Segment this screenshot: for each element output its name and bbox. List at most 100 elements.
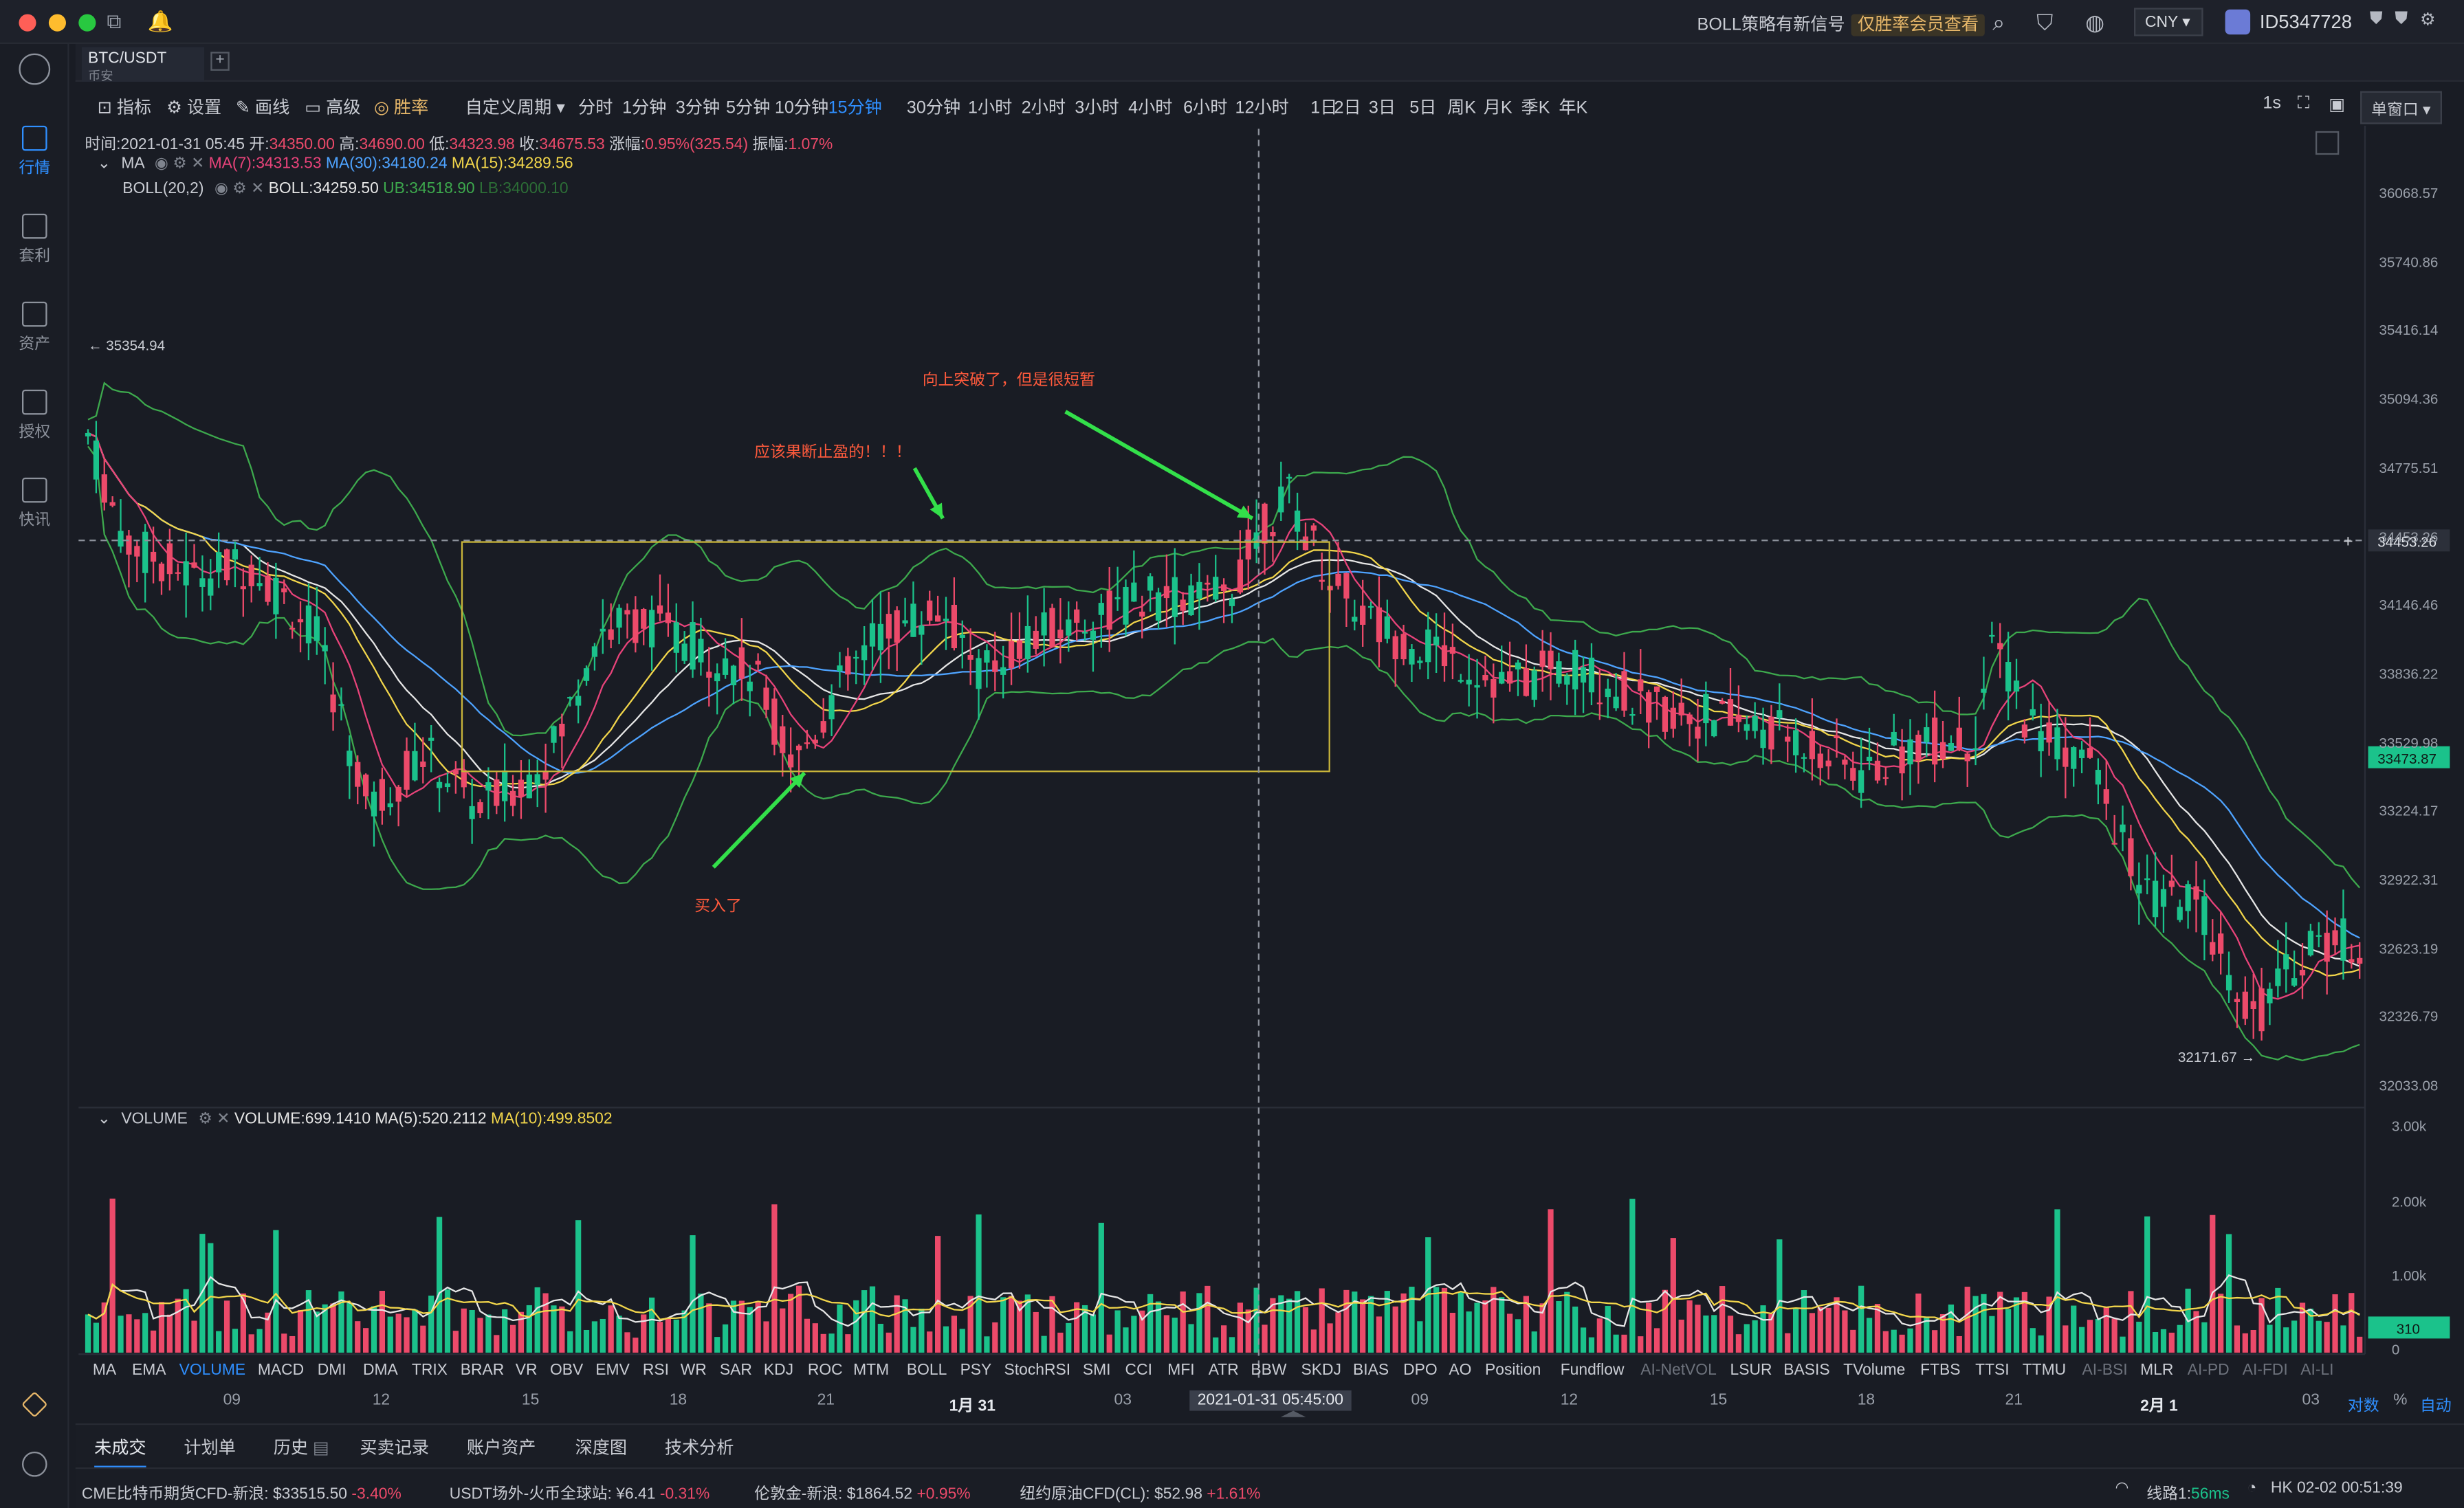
ticker-gold[interactable]: 伦敦金-新浪: $1864.52 +0.95% bbox=[754, 1480, 970, 1503]
advanced-button[interactable]: ▭ 高级 bbox=[305, 98, 361, 118]
ticker-cme[interactable]: CME比特币期货CFD-新浪: $33515.50 -3.40% bbox=[82, 1480, 402, 1503]
period-2[interactable]: 3分钟 bbox=[675, 98, 720, 118]
indicator-tab-dmi[interactable]: DMI bbox=[317, 1362, 346, 1379]
period-13[interactable]: 1日 bbox=[1310, 98, 1338, 118]
search-icon[interactable]: ⌕ bbox=[1992, 9, 2005, 35]
period-16[interactable]: 5日 bbox=[1409, 98, 1437, 118]
tab-depth-chart[interactable]: 深度图 bbox=[575, 1439, 627, 1459]
currency-select[interactable]: CNY ▾ bbox=[2133, 8, 2203, 36]
indicator-tab-ftbs[interactable]: FTBS bbox=[1920, 1362, 1961, 1379]
winrate-button[interactable]: ◎ 胜率 bbox=[373, 98, 429, 118]
eye-icon[interactable]: ◉ bbox=[154, 155, 168, 173]
gear-icon[interactable]: ⚙ bbox=[198, 1110, 212, 1129]
close-icon[interactable]: ✕ bbox=[217, 1110, 230, 1129]
indicator-tab-tvolume[interactable]: TVolume bbox=[1843, 1362, 1906, 1379]
period-17[interactable]: 周K bbox=[1447, 98, 1477, 118]
gear-icon[interactable]: ⚙ bbox=[173, 155, 187, 173]
close-icon[interactable]: ✕ bbox=[191, 155, 205, 173]
close-icon[interactable]: ✕ bbox=[251, 180, 265, 198]
avatar[interactable] bbox=[2225, 9, 2251, 35]
indicator-tab-mfi[interactable]: MFI bbox=[1167, 1362, 1195, 1379]
gear-icon[interactable] bbox=[0, 1451, 69, 1480]
signal-badge[interactable]: 仅胜率会员查看 bbox=[1851, 14, 1986, 36]
indicator-tab-brar[interactable]: BRAR bbox=[460, 1362, 505, 1379]
period-19[interactable]: 季K bbox=[1521, 98, 1550, 118]
indicator-tab-lsur[interactable]: LSUR bbox=[1730, 1362, 1772, 1379]
indicator-tab-stochrsi[interactable]: StochRSI bbox=[1004, 1362, 1071, 1379]
indicator-tab-cci[interactable]: CCI bbox=[1125, 1362, 1152, 1379]
settings-button[interactable]: ⚙ 设置 bbox=[166, 98, 222, 118]
auto-scale-toggle[interactable]: 自动 bbox=[2419, 1398, 2452, 1416]
indicator-tab-macd[interactable]: MACD bbox=[257, 1362, 305, 1379]
period-20[interactable]: 年K bbox=[1559, 98, 1588, 118]
indicator-tab-boll[interactable]: BOLL bbox=[906, 1362, 947, 1379]
sidebar-item-market[interactable]: 行情 bbox=[0, 125, 69, 177]
indicator-tab-trix[interactable]: TRIX bbox=[411, 1362, 448, 1379]
indicator-tab-atr[interactable]: ATR bbox=[1208, 1362, 1239, 1379]
period-5[interactable]: 15分钟 bbox=[828, 98, 882, 118]
indicator-tab-basis[interactable]: BASIS bbox=[1783, 1362, 1830, 1379]
period-4[interactable]: 10分钟 bbox=[774, 98, 829, 118]
indicator-tab-volume[interactable]: VOLUME bbox=[179, 1362, 246, 1379]
indicator-tab-obv[interactable]: OBV bbox=[549, 1362, 584, 1379]
tab-account-assets[interactable]: 账户资产 bbox=[466, 1439, 536, 1459]
tab-open-orders[interactable]: 未成交 bbox=[94, 1434, 146, 1470]
indicator-tab-ema[interactable]: EMA bbox=[131, 1362, 166, 1379]
indicator-tab-ma[interactable]: MA bbox=[92, 1362, 117, 1379]
sidebar-item-arbitrage[interactable]: 套利 bbox=[0, 213, 69, 265]
signal-notice[interactable]: BOLL策略有新信号 仅胜率会员查看 bbox=[1697, 11, 1986, 36]
indicator-tab-emv[interactable]: EMV bbox=[595, 1362, 630, 1379]
period-1[interactable]: 1分钟 bbox=[622, 98, 667, 118]
indicator-tab-ai-pd[interactable]: AI-PD bbox=[2187, 1362, 2230, 1379]
period-6[interactable]: 30分钟 bbox=[906, 98, 961, 118]
fullscreen-icon[interactable]: ⛶ bbox=[2297, 94, 2310, 113]
indicator-tab-wr[interactable]: WR bbox=[680, 1362, 707, 1379]
indicator-tab-sar[interactable]: SAR bbox=[719, 1362, 752, 1379]
add-tab-button[interactable]: + bbox=[210, 52, 230, 71]
sidebar-item-news[interactable]: 快讯 bbox=[0, 477, 69, 529]
connection-line[interactable]: 线路1:56ms bbox=[2146, 1480, 2230, 1503]
custom-period-select[interactable]: 自定义周期 ▾ bbox=[465, 98, 565, 118]
indicator-tab-bbw[interactable]: BBW bbox=[1251, 1362, 1287, 1379]
globe-icon[interactable]: ◍ bbox=[2085, 9, 2105, 35]
indicator-tab-smi[interactable]: SMI bbox=[1082, 1362, 1111, 1379]
user-id[interactable]: ID5347728 bbox=[2259, 10, 2353, 33]
settings-icon[interactable]: ⚙ bbox=[2419, 10, 2436, 30]
period-8[interactable]: 2小时 bbox=[1021, 98, 1066, 118]
indicator-tab-bias[interactable]: BIAS bbox=[1352, 1362, 1389, 1379]
collapse-icon[interactable]: ⌄ bbox=[97, 155, 111, 173]
collapse-icon[interactable]: ⌄ bbox=[97, 1110, 111, 1129]
period-15[interactable]: 3日 bbox=[1368, 98, 1396, 118]
period-11[interactable]: 6小时 bbox=[1183, 98, 1228, 118]
period-0[interactable]: 分时 bbox=[578, 98, 613, 118]
close-window-button[interactable] bbox=[19, 14, 36, 32]
indicator-tab-position[interactable]: Position bbox=[1484, 1362, 1541, 1379]
indicator-tab-ai-bsi[interactable]: AI-BSI bbox=[2082, 1362, 2128, 1379]
indicator-tab-roc[interactable]: ROC bbox=[807, 1362, 843, 1379]
period-3[interactable]: 5分钟 bbox=[725, 98, 771, 118]
screenshot-icon[interactable]: ▣ bbox=[2329, 96, 2346, 115]
period-14[interactable]: 2日 bbox=[1334, 98, 1361, 118]
indicator-tab-ai-li[interactable]: AI-LI bbox=[2300, 1362, 2334, 1379]
indicator-tab-skdj[interactable]: SKDJ bbox=[1301, 1362, 1341, 1379]
external-window-icon[interactable]: ⧉ bbox=[107, 9, 122, 33]
minimize-window-button[interactable] bbox=[48, 14, 66, 32]
tab-history[interactable]: 历史 ▤ bbox=[274, 1434, 329, 1460]
ticker-oil[interactable]: 纽约原油CFD(CL): $52.98 +1.61% bbox=[1020, 1480, 1260, 1503]
tab-plan-orders[interactable]: 计划单 bbox=[184, 1439, 236, 1459]
indicators-button[interactable]: ⊡ 指标 bbox=[97, 98, 152, 118]
period-12[interactable]: 12小时 bbox=[1235, 98, 1289, 118]
period-9[interactable]: 3小时 bbox=[1075, 98, 1119, 118]
indicator-tab-ao[interactable]: AO bbox=[1449, 1362, 1472, 1379]
indicator-tab-ttsi[interactable]: TTSI bbox=[1975, 1362, 2010, 1379]
ticker-usdt[interactable]: USDT场外-火币全球站: ¥6.41 -0.31% bbox=[450, 1480, 710, 1503]
symbol-tab[interactable]: BTC/USDT 币安 bbox=[81, 47, 205, 83]
shirt-icon[interactable]: ⛉ bbox=[2036, 9, 2054, 35]
percent-scale-toggle[interactable]: % bbox=[2393, 1392, 2408, 1410]
indicator-tab-psy[interactable]: PSY bbox=[960, 1362, 992, 1379]
period-10[interactable]: 4小时 bbox=[1128, 98, 1173, 118]
period-18[interactable]: 月K bbox=[1483, 98, 1512, 118]
sidebar-item-assets[interactable]: 资产 bbox=[0, 301, 69, 353]
indicator-tab-dma[interactable]: DMA bbox=[362, 1362, 398, 1379]
badge-icon[interactable]: ⛊ bbox=[2395, 9, 2408, 29]
